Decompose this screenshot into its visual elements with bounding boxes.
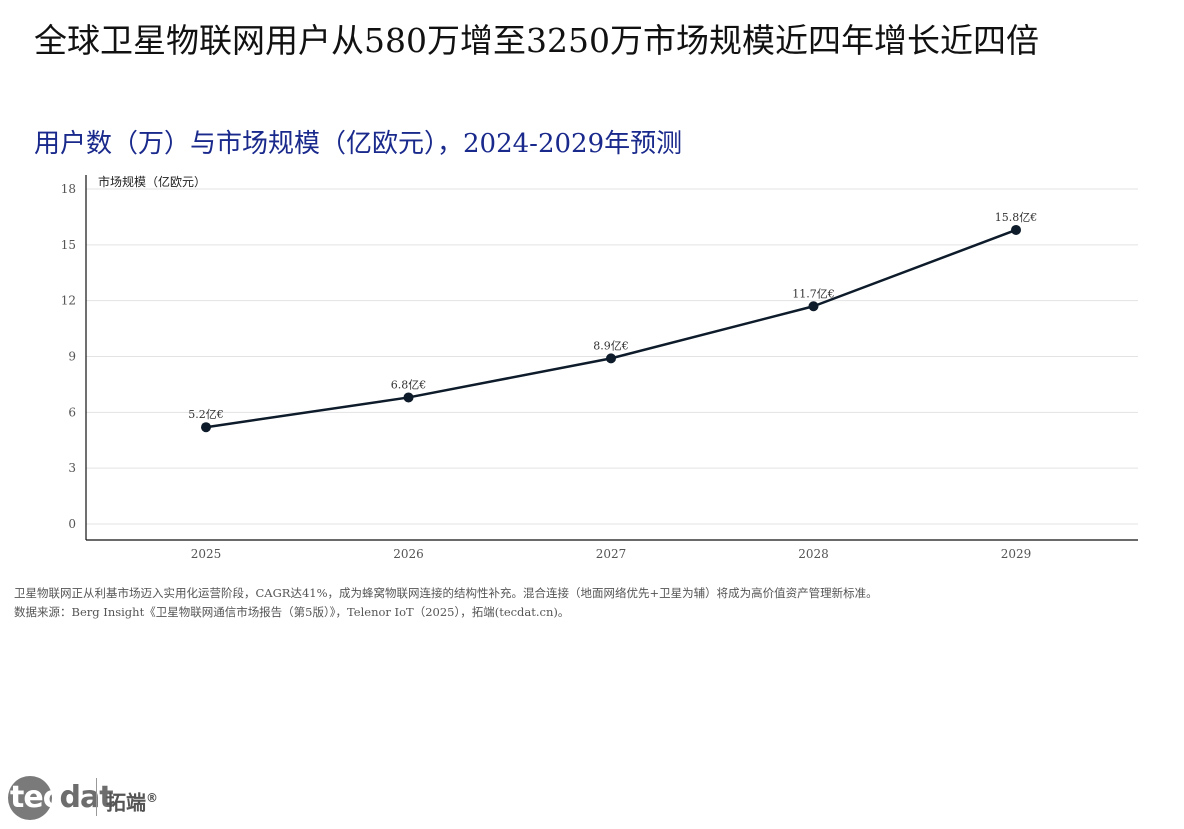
y-tick-label: 3	[68, 461, 76, 475]
x-tick-label: 2026	[393, 547, 424, 561]
y-tick-label: 15	[61, 238, 76, 252]
x-tick-label: 2028	[798, 547, 829, 561]
logo-circle	[8, 776, 52, 820]
x-tick-label: 2025	[191, 547, 222, 561]
y-tick-label: 12	[61, 294, 76, 308]
market-size-line-chart: 0 3 6 9 12 15 18 市场规模（亿欧元） 2025 2026 2027 2028 2029 5…	[61, 174, 1138, 561]
chart-note: 卫星物联网正从利基市场迈入实用化运营阶段，CAGR达41%，成为蜂窝物联网连接的…	[14, 586, 878, 600]
logo-divider	[96, 778, 97, 816]
y-tick-label: 18	[61, 182, 76, 196]
logo-chinese: 拓端®	[106, 790, 158, 815]
data-label: 6.8亿€	[391, 378, 427, 391]
data-point	[808, 301, 819, 312]
y-tick-label: 0	[68, 517, 76, 531]
tecdat-logo: tecdat 拓端®	[8, 774, 178, 822]
y-axis-label: 市场规模（亿欧元）	[98, 174, 206, 189]
data-point	[403, 392, 414, 403]
x-tick-label: 2029	[1001, 547, 1032, 561]
series-line	[205, 228, 1017, 429]
data-label: 8.9亿€	[593, 339, 629, 352]
data-label: 11.7亿€	[792, 287, 835, 300]
logo-wordmark: tecdat	[10, 780, 114, 815]
x-tick-label: 2027	[596, 547, 627, 561]
data-point	[1011, 224, 1021, 235]
y-tick-label: 9	[68, 350, 76, 364]
source-note: 数据来源：Berg Insight《卫星物联网通信市场报告（第5版）》，Tele…	[14, 605, 570, 619]
data-label: 5.2亿€	[188, 408, 224, 421]
data-point	[606, 353, 616, 364]
data-label: 15.8亿€	[995, 211, 1038, 224]
chart-subtitle: 用户数（万）与市场规模（亿欧元），2024-2029年预测	[34, 129, 683, 159]
y-tick-label: 6	[68, 405, 76, 419]
data-point	[201, 422, 211, 433]
page-title: 全球卫星物联网用户从580万增至3250万市场规模近四年增长近四倍	[34, 21, 1039, 60]
